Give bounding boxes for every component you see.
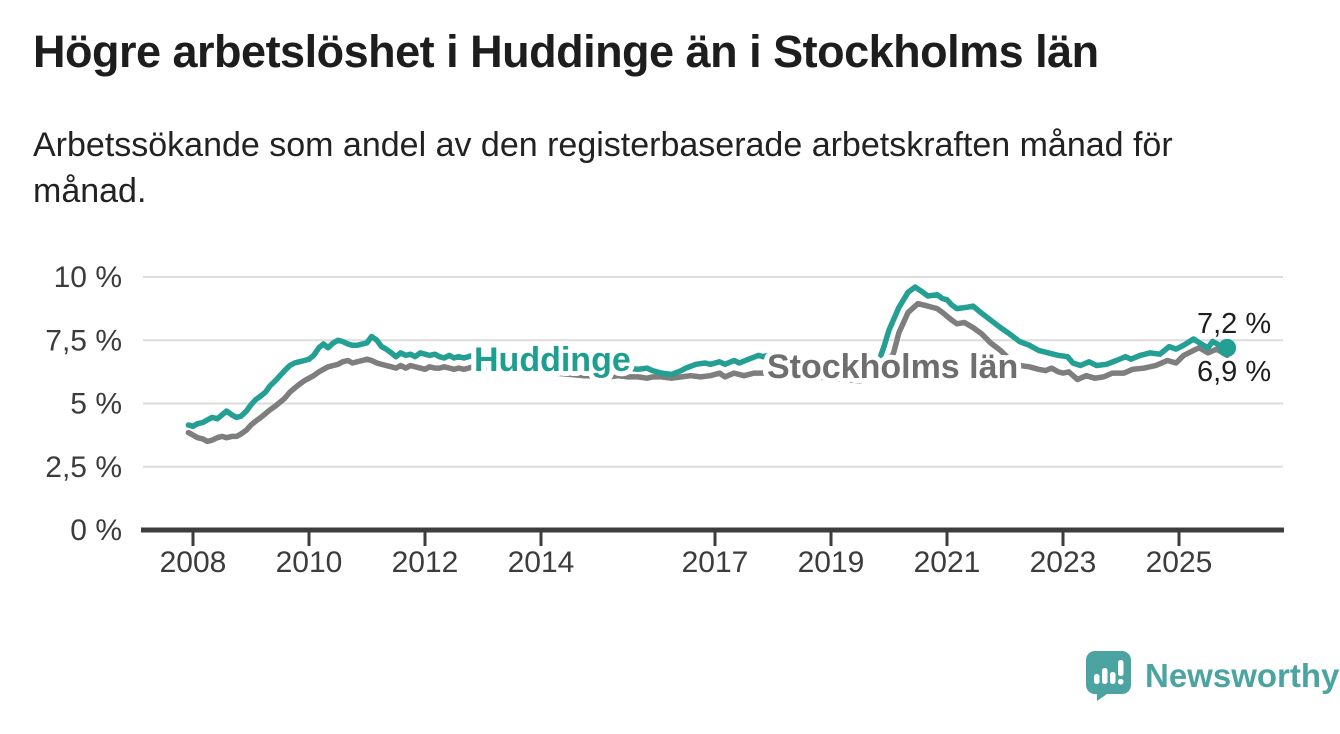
x-axis-tick-label: 2021 bbox=[914, 546, 981, 579]
huddinge-end-dot bbox=[1218, 338, 1237, 357]
y-axis-tick-label: 2,5 % bbox=[45, 451, 122, 484]
x-axis-tick-label: 2019 bbox=[798, 546, 865, 579]
x-axis: 2008 2010 2012 2014 2017 2019 2021 2023 2025 bbox=[141, 527, 1284, 579]
series-lines bbox=[185, 284, 1237, 445]
x-axis-tick-label: 2008 bbox=[160, 546, 227, 579]
huddinge-line bbox=[185, 284, 1230, 430]
page-title: Högre arbetslöshet i Huddinge än i Stock… bbox=[33, 26, 1099, 77]
huddinge-end-value: 7,2 % bbox=[1197, 308, 1271, 340]
newsworthy-logo-text: Newsworthy bbox=[1145, 656, 1340, 694]
y-axis-tick-label: 5 % bbox=[70, 388, 122, 421]
x-axis-tick-label: 2014 bbox=[508, 546, 575, 579]
x-axis-tick-label: 2025 bbox=[1146, 546, 1213, 579]
y-axis-tick-label: 10 % bbox=[54, 261, 122, 294]
y-axis-labels: 10 % 7,5 % 5 % 2,5 % 0 % bbox=[45, 261, 122, 547]
newsworthy-logo-icon bbox=[1086, 651, 1131, 701]
x-axis-tick-label: 2023 bbox=[1030, 546, 1097, 579]
newsworthy-logo: Newsworthy bbox=[1085, 650, 1339, 701]
stockholm-series-label: Stockholms län bbox=[767, 348, 1018, 386]
page-subtitle: Arbetssökande som andel av den registerb… bbox=[33, 126, 1173, 211]
y-axis-tick-label: 0 % bbox=[70, 514, 122, 547]
x-axis-tick-label: 2017 bbox=[682, 546, 749, 579]
y-axis-tick-label: 7,5 % bbox=[45, 324, 122, 357]
stockholm-end-value: 6,9 % bbox=[1197, 356, 1271, 388]
x-axis-tick-label: 2012 bbox=[392, 546, 459, 579]
stockholms-län-line bbox=[185, 300, 1230, 445]
x-axis-tick-label: 2010 bbox=[276, 546, 343, 579]
huddinge-series-label: Huddinge bbox=[474, 341, 631, 379]
